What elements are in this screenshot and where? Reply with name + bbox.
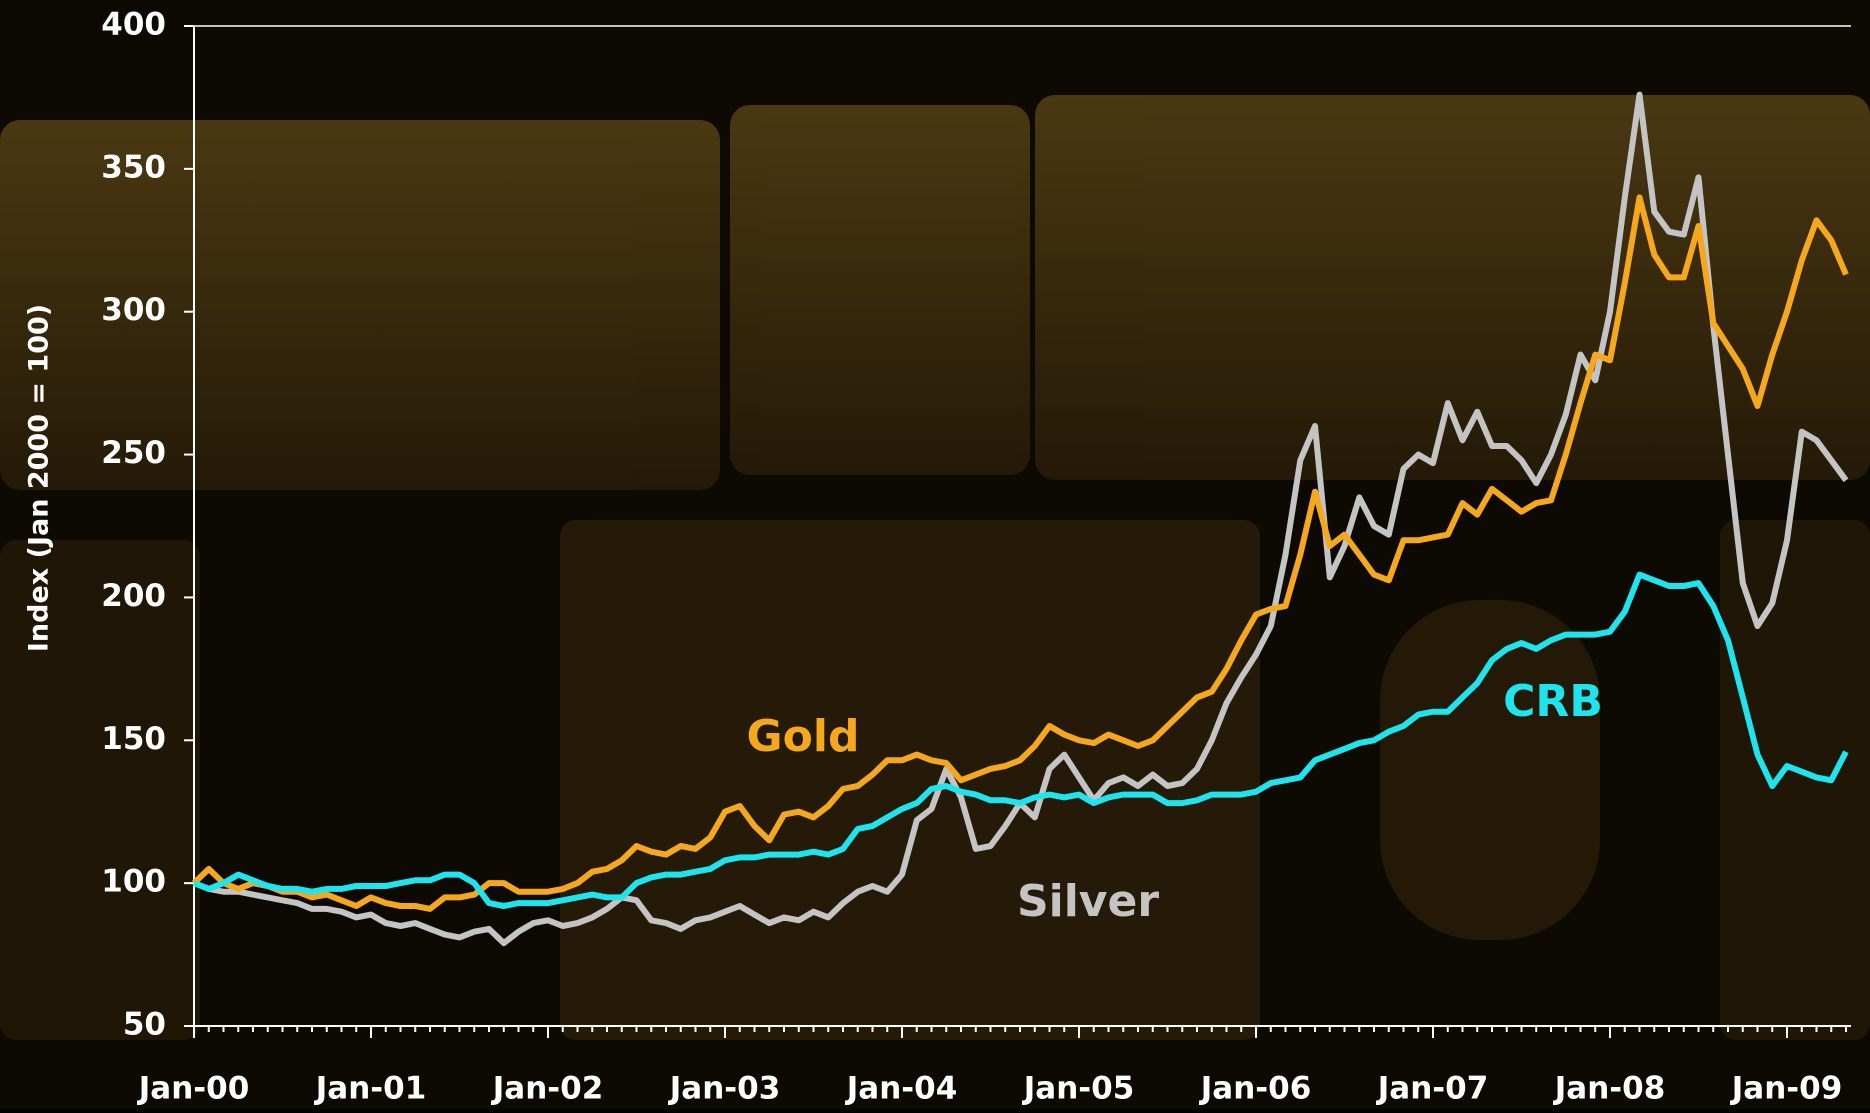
y-tick-label: 100 xyxy=(101,864,166,900)
x-tick-label: Jan-03 xyxy=(668,1071,781,1107)
y-axis-title: Index (Jan 2000 = 100) xyxy=(24,304,55,652)
y-tick-label: 400 xyxy=(101,7,166,43)
y-tick-label: 350 xyxy=(101,149,166,185)
x-tick-label: Jan-01 xyxy=(314,1071,427,1107)
series-label: Gold xyxy=(747,711,860,762)
y-tick-label: 250 xyxy=(101,435,166,471)
background-image xyxy=(0,95,1870,1040)
y-tick-label: 300 xyxy=(101,292,166,328)
x-tick-label: Jan-02 xyxy=(491,1071,604,1107)
y-tick-label: 150 xyxy=(101,721,166,757)
series-label: CRB xyxy=(1503,676,1603,727)
y-tick-label: 50 xyxy=(123,1007,166,1043)
y-tick-label: 200 xyxy=(101,578,166,614)
x-tick-label: Jan-00 xyxy=(137,1071,250,1107)
series-line xyxy=(191,194,1849,912)
x-tick-label: Jan-04 xyxy=(845,1071,958,1107)
x-tick-label: Jan-08 xyxy=(1553,1071,1666,1107)
x-tick-label: Jan-07 xyxy=(1376,1071,1489,1107)
x-tick-label: Jan-09 xyxy=(1730,1071,1843,1107)
x-tick-label: Jan-05 xyxy=(1022,1071,1135,1107)
series-line xyxy=(192,571,1849,909)
series-label: Silver xyxy=(1017,876,1159,927)
x-tick-label: Jan-06 xyxy=(1199,1071,1312,1107)
